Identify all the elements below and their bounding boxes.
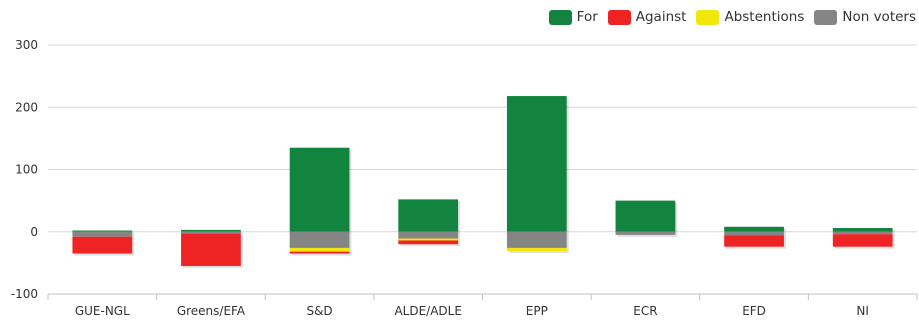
legend-label-non-voters: Non voters [842,9,916,25]
bar-for [289,147,350,232]
x-tick-label: ALDE/ADLE [394,304,461,318]
bar-non-voters [289,231,350,248]
y-tick-label: 300 [15,38,38,52]
bar-against [181,233,241,266]
y-tick-label: 100 [15,163,38,177]
x-tick-label: EPP [526,304,548,318]
x-tick-label: NI [856,304,869,318]
x-tick-label: ECR [633,304,657,318]
bar-for [72,230,133,232]
x-tick-label: EFD [742,304,766,318]
bar-for [615,200,676,232]
bar-shadow [508,249,569,254]
legend-item-against[interactable]: Against [607,9,687,25]
bar-abstentions [289,247,350,252]
legend-label-for: For [576,9,598,25]
legend-swatch-non-voters [814,9,838,25]
bar-shadow [400,242,461,247]
bar-non-voters [181,231,241,234]
bar-against [72,236,133,254]
bar-abstentions [506,247,567,252]
bar-abstentions [398,238,459,241]
bar-non-voters [506,231,567,248]
bar-shadow [617,233,678,237]
bar-non-voters [615,231,676,235]
bar-against [832,234,893,247]
bar-shadow [291,253,352,256]
x-tick-label: Greens/EFA [177,304,246,318]
y-tick-label: 200 [15,100,38,114]
legend-label-abstentions: Abstentions [724,9,805,25]
bar-non-voters [832,231,893,235]
bar-for [832,228,893,232]
x-tick-label: GUE-NGL [75,304,130,318]
legend-item-for[interactable]: For [548,9,598,25]
bar-non-voters [72,231,133,237]
bar-against [724,235,784,247]
bar-non-voters [724,231,784,236]
x-tick-label: S&D [306,304,332,318]
legend-item-non-voters[interactable]: Non voters [814,9,916,25]
bar-for [181,229,241,232]
bar-for [724,226,784,232]
bar-non-voters [398,231,459,239]
bar-against [398,240,459,245]
legend-swatch-against [607,9,631,25]
bar-for [398,199,459,232]
y-tick-label: 0 [30,225,38,239]
chart-legend: For Against Abstentions Non voters [548,9,916,25]
legend-swatch-abstentions [696,9,720,25]
legend-swatch-for [548,9,572,25]
legend-label-against: Against [635,9,687,25]
bar-against [289,251,350,254]
y-tick-label: -100 [11,287,38,301]
bar-for [506,96,567,232]
legend-item-abstentions[interactable]: Abstentions [696,9,804,25]
